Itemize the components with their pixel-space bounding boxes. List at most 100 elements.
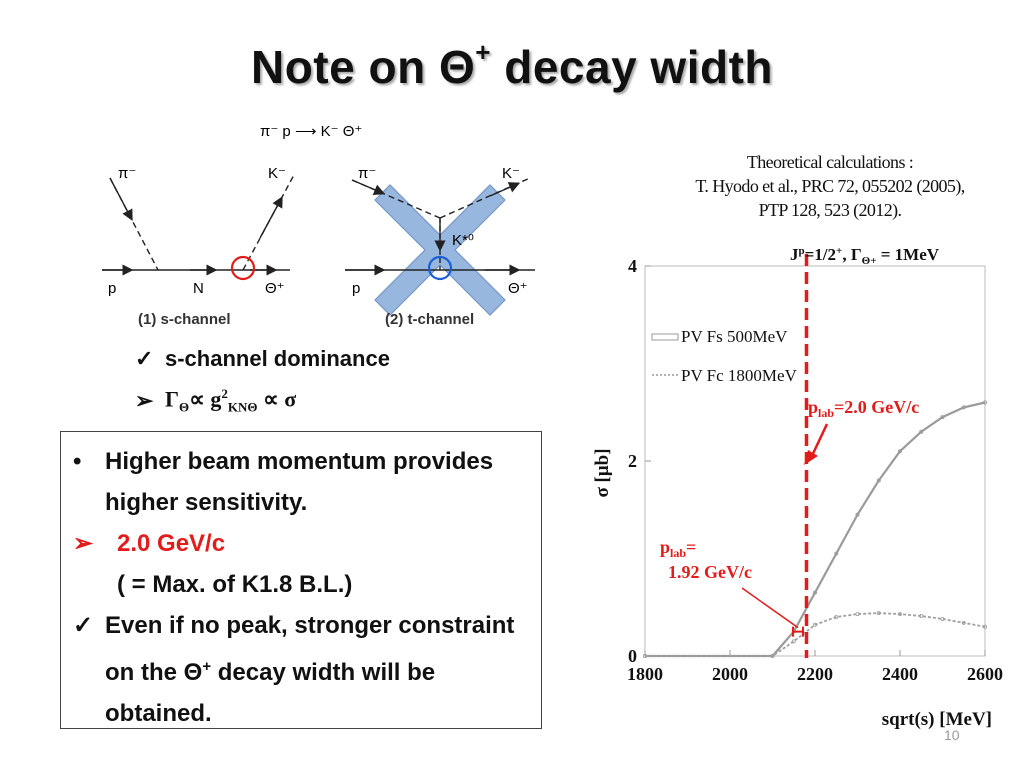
plab-top-p: p	[808, 397, 818, 417]
x-axis-label: sqrt(s) [MeV]	[882, 709, 992, 730]
t-p-label: p	[352, 280, 360, 297]
x-tick-label-2: 2200	[797, 664, 833, 684]
series-0-point-10	[961, 405, 966, 410]
title-suffix: decay width	[490, 41, 774, 93]
t-theta-label: Θ⁺	[508, 280, 528, 297]
s-channel-diagram: π⁻ K⁻ p N Θ⁺ (1) s-channel	[102, 165, 296, 328]
series-0-point-9	[940, 415, 945, 420]
chart-header: Jp=1/2+, ΓΘ+ = 1MeV	[790, 245, 940, 267]
top-bullets: ✓ s-channel dominance ➢ ΓΘ∝ g2KNΘ ∝ σ	[135, 338, 390, 422]
y-axis-label: σ [μb]	[592, 448, 613, 497]
series-0-point-7	[897, 449, 902, 454]
box-item-momentum: • Higher beam momentum provides higher s…	[61, 441, 541, 523]
s-p-label: p	[108, 280, 116, 297]
x-tick-label-1: 2000	[712, 664, 748, 684]
formula-prop2: ∝	[257, 386, 285, 412]
plab-top-arrowhead	[804, 450, 818, 465]
plab-bot-p: p	[660, 537, 670, 557]
plab-bot-eq: =	[686, 537, 696, 557]
plab-bottom-annotation: plab=	[660, 537, 696, 560]
formula-prop: ∝	[189, 386, 205, 412]
box-item-max: ( = Max. of K1.8 B.L.)	[61, 564, 541, 605]
arrow-bullet-icon: ➢	[135, 388, 154, 413]
series-0-point-8	[919, 429, 924, 434]
series-line-0	[645, 401, 986, 658]
s-pi-label: π⁻	[118, 165, 136, 182]
series-1-point-11	[982, 624, 987, 629]
series-0-point-5	[855, 512, 860, 517]
series-1-point-2	[791, 639, 796, 644]
theory-reference: Theoretical calculations : T. Hyodo et a…	[650, 150, 1010, 222]
series-1-point-3	[812, 622, 817, 627]
chart-axes: 1800 2000 2200 2400 2600 0 2 4	[627, 256, 1003, 684]
y-tick-label-2: 4	[628, 256, 637, 276]
dot-bullet-icon: •	[73, 448, 82, 475]
box-item-momentum-text: Higher beam momentum provides higher sen…	[105, 448, 494, 516]
series-line-1	[645, 612, 986, 657]
header-tail: = 1MeV	[876, 245, 939, 264]
header-rest: =1/2	[805, 245, 836, 264]
theory-line1: Theoretical calculations :	[746, 152, 914, 172]
x-tick-label-0: 1800	[627, 664, 663, 684]
box-item-max-text: ( = Max. of K1.8 B.L.)	[117, 571, 353, 598]
check-icon: ✓	[73, 612, 94, 639]
header-rest-sup: +	[836, 245, 842, 257]
theory-line3: PTP 128, 523 (2012).	[758, 200, 902, 220]
theory-line2: T. Hyodo et al., PRC 72, 055202 (2005),	[695, 176, 965, 196]
series-1-point-9	[940, 616, 945, 621]
plab-top-annotation: plab=2.0 GeV/c	[808, 397, 919, 420]
t-channel-vertex-circle	[427, 255, 453, 281]
plot-frame	[644, 265, 986, 657]
formula-g-sup: 2	[221, 386, 228, 402]
formula-g: g	[204, 386, 222, 412]
bullet-s-channel-text: s-channel dominance	[165, 346, 390, 371]
series-1-point-0	[643, 653, 648, 658]
sensitivity-box: • Higher beam momentum provides higher s…	[60, 431, 542, 729]
plab-top-sub: lab	[818, 406, 834, 420]
plab-top-value: =2.0 GeV/c	[834, 397, 919, 417]
chart-legend: PV Fs 500MeV PV Fc 1800MeV	[651, 327, 798, 385]
t-pi-label: π⁻	[358, 165, 376, 182]
plab-bot-sub: lab	[670, 546, 686, 560]
x-tick-label-3: 2400	[882, 664, 918, 684]
check-icon: ✓	[135, 346, 154, 371]
formula-gamma: Γ	[165, 386, 179, 412]
box-item-momentum-value-text: 2.0 GeV/c	[117, 530, 226, 557]
series-1-point-1	[770, 653, 775, 658]
y-tick-label-1: 2	[628, 451, 637, 471]
y-tick-label-0: 0	[628, 646, 637, 666]
series-0-point-4	[834, 551, 839, 556]
series-0-point-11	[982, 400, 987, 405]
t-k0-label: K*⁰	[452, 232, 474, 249]
box-item-constraint-text: Even if no peak, stronger constraint on …	[105, 612, 514, 727]
gamma-formula: ΓΘ∝ g2KNΘ ∝ σ	[165, 386, 296, 416]
title-prefix: Note on Θ	[250, 41, 476, 93]
legend-fc-label: PV Fc 1800MeV	[681, 366, 798, 385]
title-sup: +	[475, 36, 491, 67]
s-channel-caption: (1) s-channel	[138, 311, 231, 328]
feynman-diagrams: π⁻ p ⟶ K⁻ Θ⁺ π⁻ K⁻ p N Θ⁺ (1) s-channel …	[102, 123, 535, 328]
t-channel-diagram: π⁻ K⁻ K*⁰ p Θ⁺ (2) t-channel	[345, 165, 535, 328]
header-gamma: , Γ	[842, 245, 861, 264]
header-j-sup: p	[799, 245, 805, 257]
header-j: J	[790, 245, 799, 264]
formula-sigma: σ	[284, 386, 297, 412]
series-1-point-10	[961, 620, 966, 625]
series-1-point-8	[919, 614, 924, 619]
plab-bottom-arrow	[741, 587, 799, 629]
series-1-point-4	[834, 614, 839, 619]
legend-swatch-fs	[651, 333, 679, 341]
legend-fs-label: PV Fs 500MeV	[681, 327, 788, 346]
slide-title: Note on Θ+ decay width	[0, 36, 1024, 94]
s-k-label: K⁻	[268, 165, 286, 182]
series-1-point-7	[897, 612, 902, 617]
bullet-s-channel: ✓ s-channel dominance	[135, 338, 390, 380]
header-gamma-sub: Θ+	[862, 255, 877, 267]
formula-gamma-sub: Θ	[179, 399, 190, 415]
constraint-text-sup: +	[202, 658, 212, 675]
series-1-point-6	[876, 611, 881, 616]
formula-g-sub: KNΘ	[227, 399, 258, 415]
bullet-formula: ➢ ΓΘ∝ g2KNΘ ∝ σ	[135, 380, 390, 422]
t-channel-caption: (2) t-channel	[385, 311, 474, 328]
